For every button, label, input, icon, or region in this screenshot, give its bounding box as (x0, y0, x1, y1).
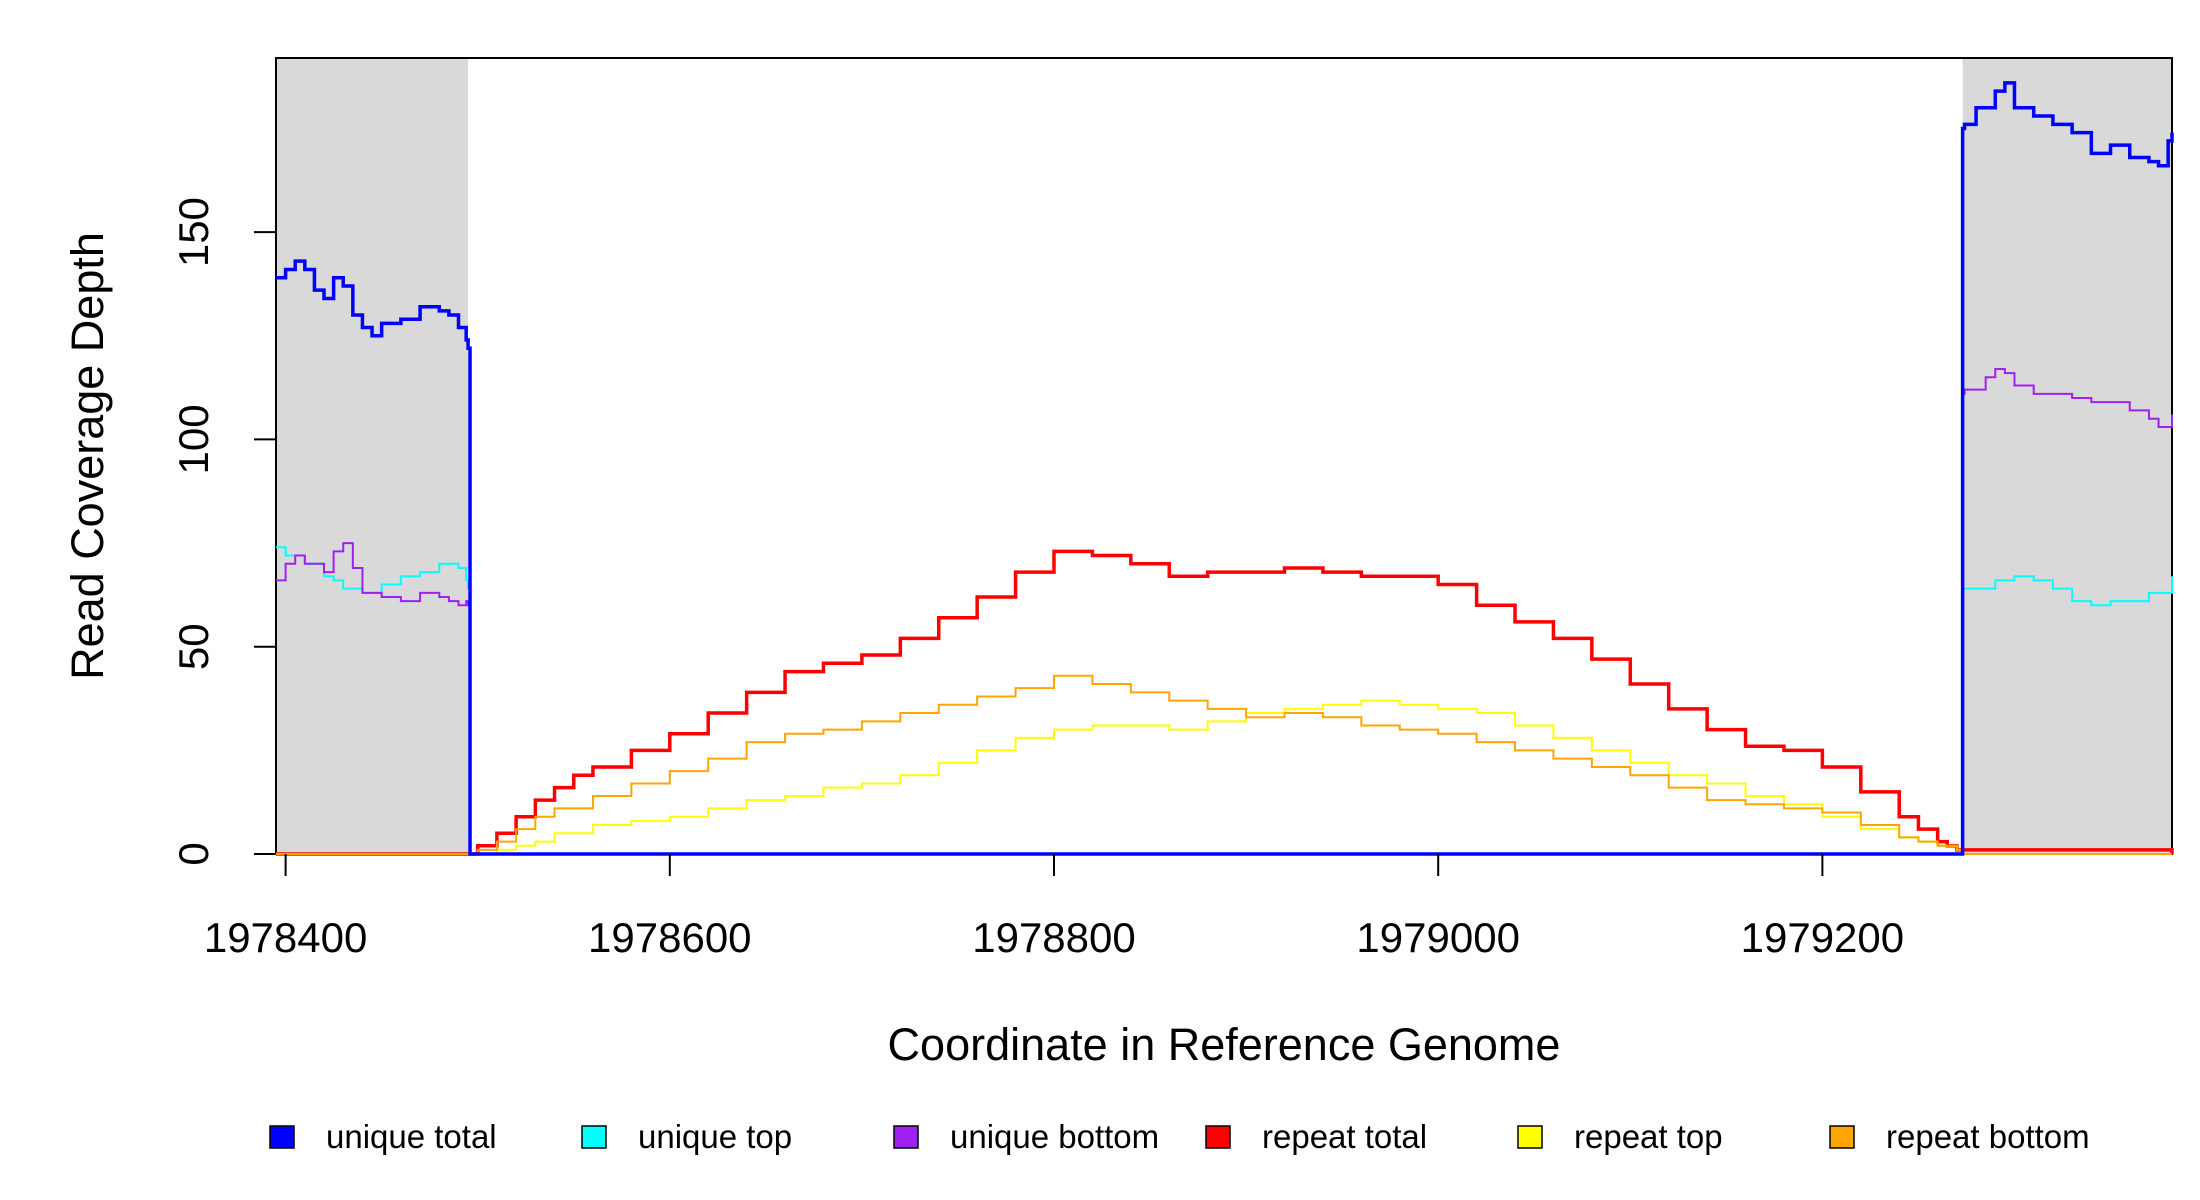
x-tick-label: 1978400 (204, 914, 368, 961)
legend-swatch (269, 1125, 295, 1149)
y-tick-label: 50 (170, 623, 217, 670)
y-tick-label: 100 (170, 404, 217, 474)
legend-label: repeat total (1262, 1118, 1427, 1155)
legend-label: unique top (638, 1118, 792, 1155)
x-tick-label: 1978800 (972, 914, 1136, 961)
x-tick-label: 1979000 (1356, 914, 1520, 961)
legend-label: unique total (326, 1118, 497, 1155)
series-line-repeat-bottom (276, 674, 2172, 855)
legend-label: repeat bottom (1886, 1118, 2090, 1155)
series-line-unique-bottom (276, 367, 2173, 855)
legend-label: repeat top (1574, 1118, 1723, 1155)
legend-label: unique bottom (950, 1118, 1159, 1155)
legend-swatch (1829, 1125, 1855, 1149)
y-tick-label: 150 (170, 197, 217, 267)
shaded-region-1 (276, 58, 469, 854)
x-axis: 1978400 1978600 1978800 1979000 1979200 (204, 854, 1904, 961)
plot-frame (275, 57, 2173, 855)
legend: unique total unique top unique bottom repea… (269, 1118, 2090, 1155)
series-lines (276, 81, 2174, 856)
series-line-repeat-top (276, 699, 2172, 855)
series-line-unique-total (276, 81, 2174, 856)
y-axis: 0 50 100 150 (170, 197, 276, 866)
shaded-region-2 (1962, 58, 2172, 854)
series-line-unique-top (276, 546, 2173, 855)
legend-swatch (1205, 1125, 1231, 1149)
legend-swatch (581, 1125, 607, 1149)
x-tick-label: 1978600 (588, 914, 752, 961)
x-tick-label: 1979200 (1741, 914, 1905, 961)
series-line-repeat-total (276, 549, 2174, 856)
legend-swatch (1517, 1125, 1543, 1149)
x-axis-title: Coordinate in Reference Genome (888, 1019, 1561, 1070)
shaded-regions (276, 58, 2172, 854)
y-axis-title: Read Coverage Depth (62, 232, 113, 680)
y-tick-label: 0 (170, 842, 217, 865)
legend-swatch (893, 1125, 919, 1149)
